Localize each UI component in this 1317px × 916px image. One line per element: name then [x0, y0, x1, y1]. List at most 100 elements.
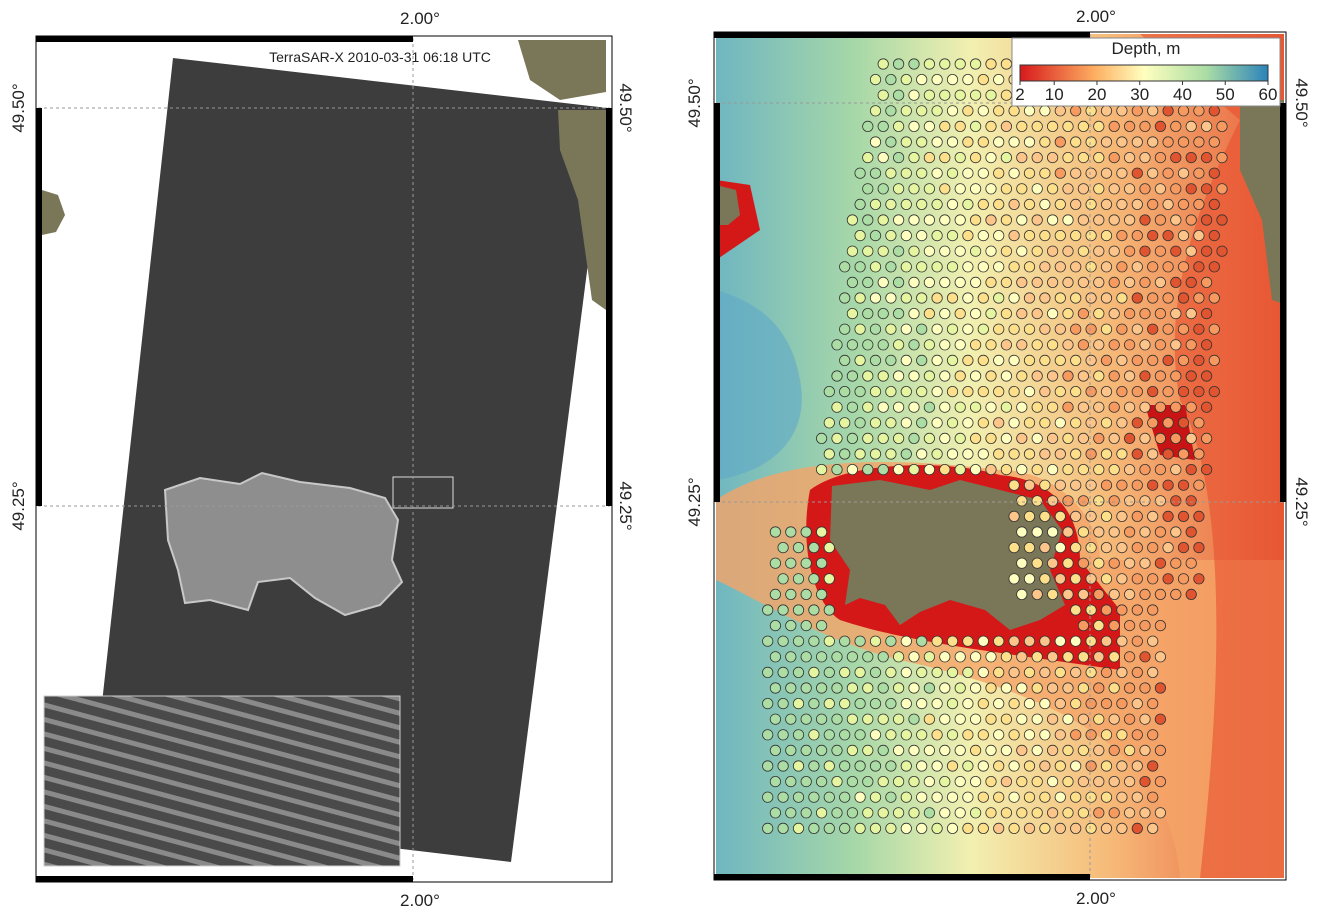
survey-point [1178, 511, 1188, 521]
survey-point [778, 698, 788, 708]
survey-point [1047, 433, 1057, 443]
survey-point [886, 792, 896, 802]
survey-point [816, 464, 826, 474]
survey-point [940, 433, 950, 443]
survey-point [1163, 262, 1173, 272]
survey-point [1194, 199, 1204, 209]
survey-point [978, 449, 988, 459]
survey-point [1086, 605, 1096, 615]
survey-point [909, 90, 919, 100]
survey-point [878, 277, 888, 287]
survey-point [1194, 262, 1204, 272]
survey-point [994, 199, 1004, 209]
survey-point [824, 761, 834, 771]
survey-point [1155, 121, 1165, 131]
survey-point [1040, 480, 1050, 490]
survey-point [1024, 262, 1034, 272]
survey-point [878, 683, 888, 693]
survey-point [1217, 121, 1227, 131]
survey-point [994, 823, 1004, 833]
survey-point [824, 730, 834, 740]
survey-point [963, 324, 973, 334]
survey-point [778, 667, 788, 677]
survey-point [978, 199, 988, 209]
survey-point [932, 74, 942, 84]
survey-point [986, 808, 996, 818]
survey-point [824, 636, 834, 646]
survey-point [932, 324, 942, 334]
survey-point [1132, 199, 1142, 209]
survey-point [1024, 823, 1034, 833]
survey-point [1186, 246, 1196, 256]
survey-point [924, 121, 934, 131]
survey-point [893, 433, 903, 443]
survey-point [1001, 246, 1011, 256]
survey-point [1132, 480, 1142, 490]
survey-point [947, 792, 957, 802]
survey-point [1040, 730, 1050, 740]
survey-point [1186, 152, 1196, 162]
survey-point [1194, 293, 1204, 303]
survey-point [886, 324, 896, 334]
survey-point [1017, 496, 1027, 506]
survey-point [1009, 137, 1019, 147]
survey-point [801, 714, 811, 724]
survey-point [1201, 371, 1211, 381]
survey-point [970, 745, 980, 755]
survey-point [1209, 106, 1219, 116]
survey-point [901, 386, 911, 396]
survey-point [917, 293, 927, 303]
survey-point [816, 808, 826, 818]
survey-point [1155, 589, 1165, 599]
survey-point [1078, 340, 1088, 350]
survey-point [932, 418, 942, 428]
survey-point [1078, 152, 1088, 162]
survey-point [994, 168, 1004, 178]
survey-point [1055, 636, 1065, 646]
survey-point [901, 168, 911, 178]
survey-point [924, 371, 934, 381]
survey-point [1101, 386, 1111, 396]
survey-point [1086, 542, 1096, 552]
survey-point [963, 262, 973, 272]
survey-point [924, 277, 934, 287]
survey-point [970, 184, 980, 194]
survey-point [1124, 808, 1134, 818]
survey-point [1024, 106, 1034, 116]
survey-point [1124, 246, 1134, 256]
survey-point [901, 449, 911, 459]
survey-point [1040, 386, 1050, 396]
survey-point [1032, 683, 1042, 693]
survey-point [1194, 137, 1204, 147]
survey-point [932, 168, 942, 178]
survey-point [1178, 293, 1188, 303]
survey-point [1109, 620, 1119, 630]
survey-point [978, 168, 988, 178]
survey-point [1117, 418, 1127, 428]
survey-point [1101, 574, 1111, 584]
survey-point [1171, 496, 1181, 506]
survey-point [1209, 262, 1219, 272]
left-label: 49.25° [9, 481, 28, 530]
survey-point [863, 776, 873, 786]
survey-point [1078, 776, 1088, 786]
survey-point [1040, 542, 1050, 552]
survey-point [1194, 106, 1204, 116]
survey-point [801, 652, 811, 662]
survey-point [816, 776, 826, 786]
survey-point [832, 652, 842, 662]
survey-point [924, 714, 934, 724]
survey-point [1001, 402, 1011, 412]
survey-point [832, 776, 842, 786]
survey-point [1171, 464, 1181, 474]
survey-point [1117, 106, 1127, 116]
survey-point [986, 714, 996, 724]
survey-point [917, 106, 927, 116]
survey-point [832, 402, 842, 412]
survey-point [978, 137, 988, 147]
survey-point [809, 574, 819, 584]
survey-point [986, 745, 996, 755]
survey-point [909, 745, 919, 755]
survey-point [1032, 745, 1042, 755]
survey-point [909, 184, 919, 194]
